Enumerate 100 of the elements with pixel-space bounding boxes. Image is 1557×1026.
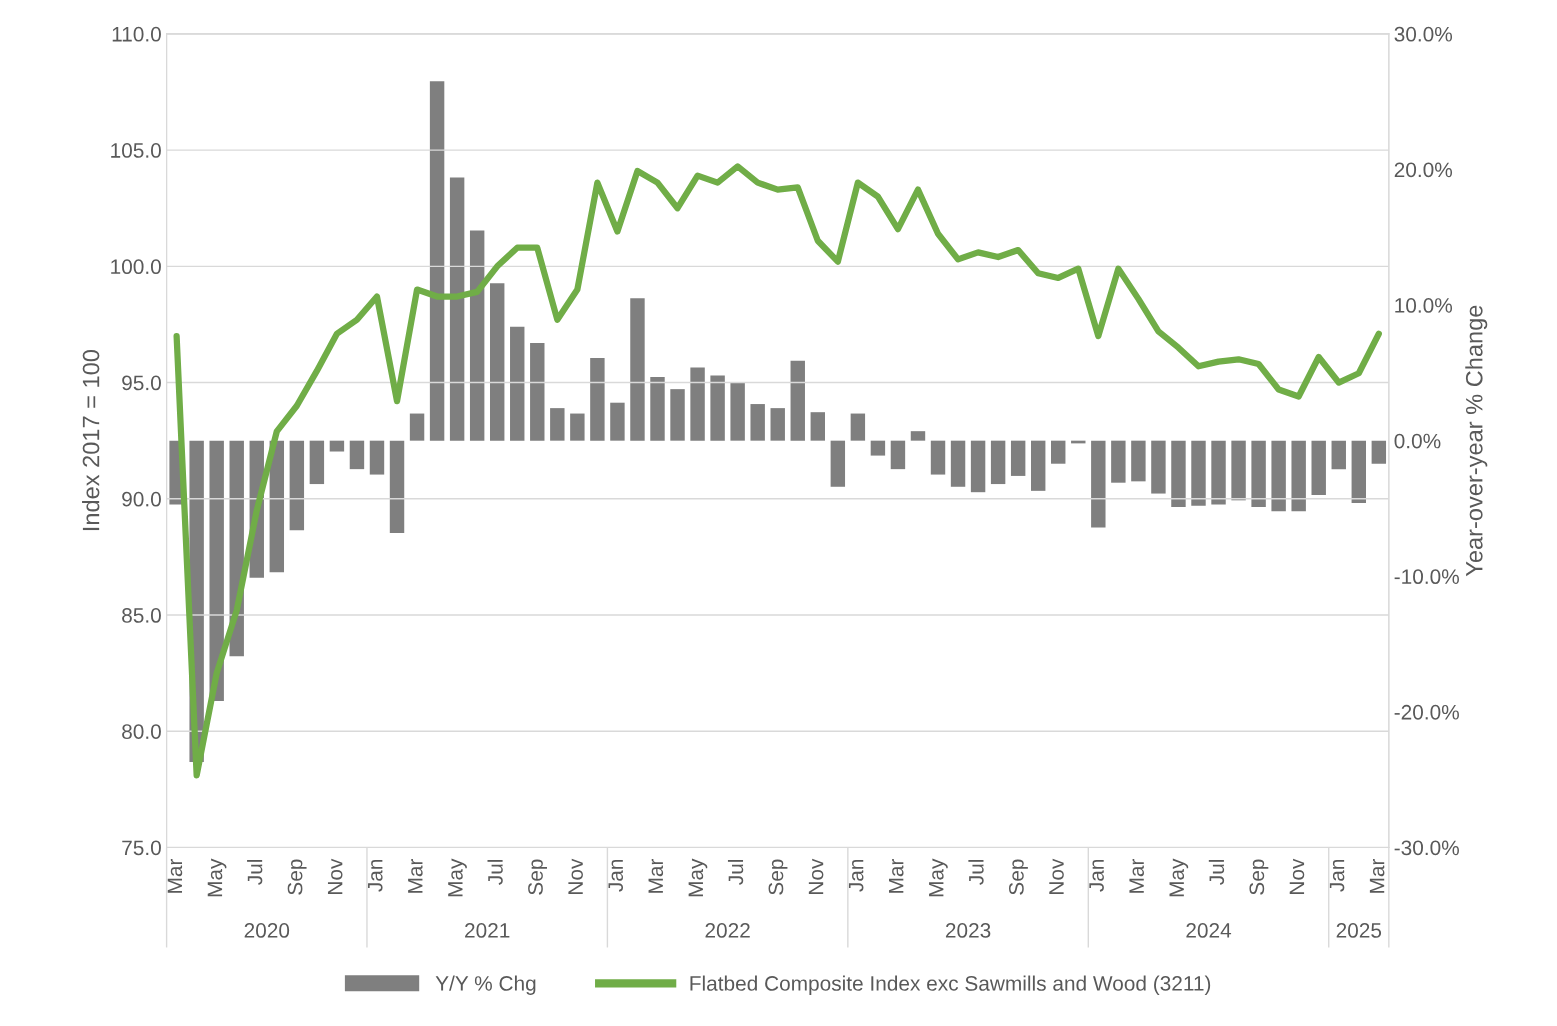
y-tick-label: 105.0 xyxy=(111,143,161,158)
bar xyxy=(449,177,465,441)
bar xyxy=(1351,440,1366,504)
x-tick-label: Sep xyxy=(1249,859,1269,895)
bar xyxy=(369,440,385,475)
x-tick-label: Jul xyxy=(968,859,984,885)
text: 2024 xyxy=(1186,923,1232,938)
x-tick-label: May xyxy=(688,858,708,897)
x-tick-label: Mar xyxy=(889,858,904,893)
legend-label: Y/Y % Chg xyxy=(435,975,536,995)
bar xyxy=(209,440,224,702)
bar xyxy=(690,367,705,441)
bar xyxy=(790,360,805,441)
bar xyxy=(850,413,866,441)
bar xyxy=(730,382,745,441)
text: 2021 xyxy=(465,923,510,938)
x-tick-label: Sep xyxy=(287,859,307,895)
bar xyxy=(1271,440,1286,512)
x-tick-label: May xyxy=(929,858,948,897)
x-tick-label: Mar xyxy=(408,858,423,893)
bar xyxy=(1371,440,1387,464)
bar xyxy=(650,376,665,441)
bar xyxy=(810,412,826,441)
bar xyxy=(409,413,425,441)
x-tick-label: Jan xyxy=(848,859,864,892)
bar xyxy=(750,404,765,441)
bar xyxy=(469,230,485,441)
bar xyxy=(1131,440,1146,482)
bar xyxy=(590,357,605,441)
x-tick-label: May xyxy=(448,858,467,897)
y-tick-label: 80.0 xyxy=(122,724,161,739)
bar xyxy=(570,413,585,441)
bar xyxy=(309,440,325,485)
y-tick-label: 110.0 xyxy=(112,26,161,42)
bar xyxy=(1030,440,1046,491)
bar xyxy=(990,440,1006,485)
x-tick-label: Mar xyxy=(648,858,664,893)
bar xyxy=(670,389,685,441)
bar xyxy=(510,326,525,441)
x-tick-label: Sep xyxy=(528,859,547,895)
bar xyxy=(269,440,285,573)
x-tick-label: Mar xyxy=(167,858,183,893)
x-tick-label: Sep xyxy=(1009,859,1028,895)
bar xyxy=(870,440,886,456)
bar xyxy=(1251,440,1266,508)
bar xyxy=(489,283,505,441)
bar xyxy=(910,431,926,441)
bar xyxy=(1151,440,1166,494)
x-tick-label: Nov xyxy=(568,858,583,894)
bar xyxy=(1191,440,1206,506)
bar xyxy=(289,440,305,531)
x-tick-label: Jul xyxy=(727,859,744,885)
bar xyxy=(1291,440,1306,512)
bar xyxy=(890,440,906,470)
x-tick-label: Jan xyxy=(1089,859,1104,892)
text: 2025 xyxy=(1336,923,1382,938)
x-tick-label: Sep xyxy=(768,859,788,895)
bar xyxy=(550,408,565,441)
bar xyxy=(349,440,365,470)
x-tick-label: Nov xyxy=(327,858,343,894)
legend-label: Flatbed Composite Index exc Sawmills and Wood (3211) xyxy=(690,975,1211,995)
x-tick-label: Jan xyxy=(1329,859,1345,892)
bar xyxy=(429,81,445,441)
y2-tick-label: 30.0% xyxy=(1394,26,1453,42)
y-tick-label: 85.0 xyxy=(122,608,161,623)
bar xyxy=(1211,440,1226,505)
bar xyxy=(389,440,405,533)
y2-tick-label: 0.0% xyxy=(1394,433,1441,449)
bar xyxy=(1231,440,1246,501)
bar xyxy=(930,440,946,475)
y-axis-title: Index 2017 = 100 xyxy=(82,350,100,531)
bar xyxy=(1171,440,1186,508)
y2-tick-label: -10.0% xyxy=(1394,569,1459,585)
x-tick-label: Jan xyxy=(368,859,383,892)
y-tick-label: 75.0 xyxy=(122,840,161,856)
bar xyxy=(630,298,645,441)
bar xyxy=(1311,440,1326,495)
text: 2023 xyxy=(945,923,991,938)
x-tick-label: May xyxy=(207,858,227,897)
y2-tick-label: 20.0% xyxy=(1394,162,1453,178)
bar xyxy=(1091,440,1106,528)
bar xyxy=(1010,440,1026,476)
x-tick-label: Nov xyxy=(808,858,824,894)
x-tick-label: Jul xyxy=(487,859,503,885)
bar xyxy=(710,375,725,441)
bar xyxy=(1111,440,1126,483)
x-tick-label: Jan xyxy=(608,859,624,892)
x-tick-label: Jul xyxy=(1208,859,1225,885)
x-tick-label: Mar xyxy=(1129,858,1144,893)
y2-tick-label: -30.0% xyxy=(1394,840,1459,856)
x-tick-label: Nov xyxy=(1289,858,1305,894)
y2-axis-title: Year-over-year % Change xyxy=(1465,305,1488,577)
bar xyxy=(830,440,846,487)
y-tick-label: 90.0 xyxy=(122,491,161,507)
bar xyxy=(1051,440,1066,464)
y2-tick-label: -20.0% xyxy=(1394,704,1459,720)
y2-tick-label: 10.0% xyxy=(1395,298,1453,313)
bar xyxy=(610,402,625,441)
bar xyxy=(970,440,986,493)
x-tick-label: Jul xyxy=(247,859,263,885)
